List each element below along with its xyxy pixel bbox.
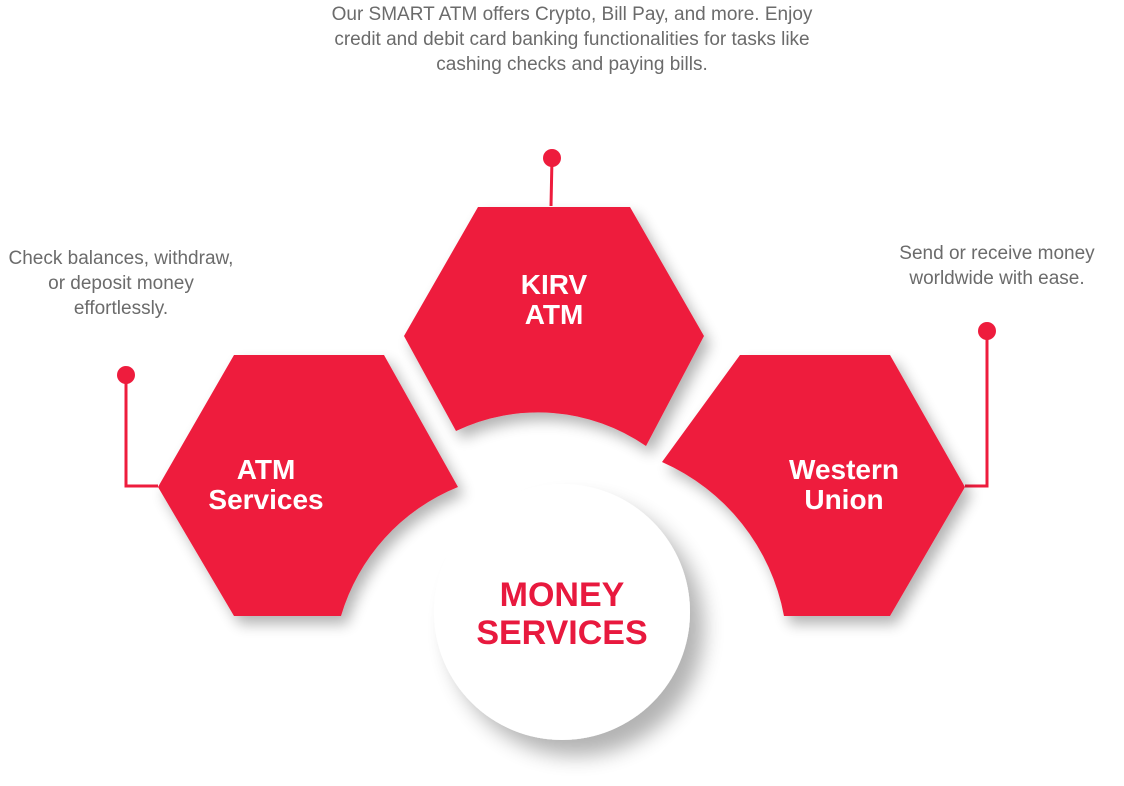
- label-line-2: Services: [208, 484, 324, 515]
- label-line-1: KIRV: [520, 269, 588, 300]
- center-label-money-services: MONEY SERVICES: [434, 576, 690, 652]
- connector-right: [965, 322, 996, 488]
- hexagon-top: [404, 207, 704, 446]
- center-circle: [434, 484, 690, 740]
- center-line-2: SERVICES: [476, 614, 648, 652]
- label-line-2: Union: [804, 484, 884, 515]
- hexagon-right: [662, 355, 965, 616]
- connector-dot-left: [117, 366, 135, 384]
- connector-dot-top: [543, 149, 561, 167]
- connector-top: [543, 149, 561, 207]
- hexagon-label-western-union: Western Union: [744, 455, 944, 515]
- hexagon-label-atm-services: ATM Services: [166, 455, 366, 515]
- description-western-union: Send or receive money worldwide with eas…: [899, 243, 1095, 289]
- label-line-2: ATM: [524, 299, 584, 330]
- label-line-1: Western: [789, 454, 899, 485]
- description-atm-services: Check balances, withdraw, or deposit mon…: [8, 248, 234, 319]
- hexagon-label-kirv-atm: KIRV ATM: [454, 270, 654, 330]
- connector-left: [117, 366, 158, 488]
- label-line-1: ATM: [236, 454, 296, 485]
- hexagon-left: [158, 355, 458, 616]
- description-kirv-atm: Our SMART ATM offers Crypto, Bill Pay, a…: [331, 4, 813, 75]
- center-line-1: MONEY: [499, 576, 625, 614]
- connector-dot-right: [978, 322, 996, 340]
